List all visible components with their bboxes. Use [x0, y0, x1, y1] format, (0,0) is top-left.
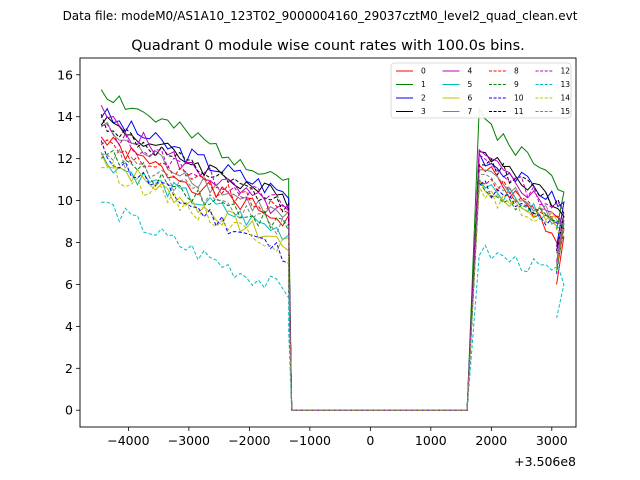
x-tick-label: −3000	[168, 433, 210, 448]
series-line-3	[100, 116, 565, 411]
x-tick-label: −4000	[107, 433, 149, 448]
legend-label: 12	[561, 67, 571, 76]
series-line-1	[100, 89, 565, 411]
series-line-2	[100, 107, 565, 411]
x-tick-label: 1000	[415, 433, 447, 448]
plot-area	[100, 89, 565, 411]
series-line-4	[100, 104, 565, 411]
legend-label: 7	[468, 107, 473, 116]
y-tick-label: 6	[65, 277, 73, 292]
chart-suptitle: Data file: modeM0/AS1A10_123T02_90000041…	[63, 9, 578, 23]
x-axis: −4000 −3000 −2000 −1000 0 1000 2000 3000	[107, 427, 568, 448]
series-line-14	[101, 161, 565, 411]
series-line-0	[100, 136, 565, 411]
y-tick-label: 0	[65, 403, 73, 418]
legend-label: 3	[421, 107, 426, 116]
y-tick-label: 12	[57, 151, 73, 166]
y-tick-label: 14	[57, 109, 73, 124]
series-line-11	[100, 114, 565, 411]
legend-label: 15	[561, 107, 571, 116]
legend-label: 11	[514, 107, 524, 116]
series-line-8	[100, 139, 565, 411]
legend-label: 10	[514, 94, 524, 103]
series-line-13	[101, 201, 565, 411]
y-tick-label: 10	[57, 193, 73, 208]
x-tick-label: −2000	[228, 433, 270, 448]
series-line-12	[101, 123, 565, 411]
y-axis: 0 2 4 6 8 10 12 14 16	[57, 67, 80, 418]
y-tick-label: 2	[65, 361, 73, 376]
x-tick-label: −1000	[289, 433, 331, 448]
series-line-5	[100, 152, 565, 411]
series-line-15	[101, 147, 565, 411]
x-tick-label: 0	[366, 433, 374, 448]
legend-label: 1	[421, 80, 426, 89]
y-tick-label: 4	[65, 319, 73, 334]
legend-label: 0	[421, 67, 426, 76]
legend-label: 5	[468, 80, 473, 89]
chart-title: Quadrant 0 module wise count rates with …	[131, 38, 525, 54]
x-tick-label: 2000	[475, 433, 507, 448]
legend-box	[390, 62, 572, 119]
series-line-6	[100, 153, 565, 411]
series-line-7	[100, 121, 565, 411]
x-offset-label: +3.506e8	[514, 454, 576, 469]
legend-label: 6	[468, 94, 473, 103]
legend-label: 13	[561, 80, 571, 89]
y-tick-label: 16	[57, 67, 73, 82]
legend-label: 2	[421, 94, 426, 103]
legend-label: 14	[561, 94, 571, 103]
x-tick-label: 3000	[536, 433, 568, 448]
legend-label: 4	[468, 67, 473, 76]
legend-label: 8	[514, 67, 519, 76]
y-tick-label: 8	[65, 235, 73, 250]
legend-label: 9	[514, 80, 519, 89]
series-line-9	[100, 149, 565, 411]
series-line-10	[100, 140, 565, 411]
